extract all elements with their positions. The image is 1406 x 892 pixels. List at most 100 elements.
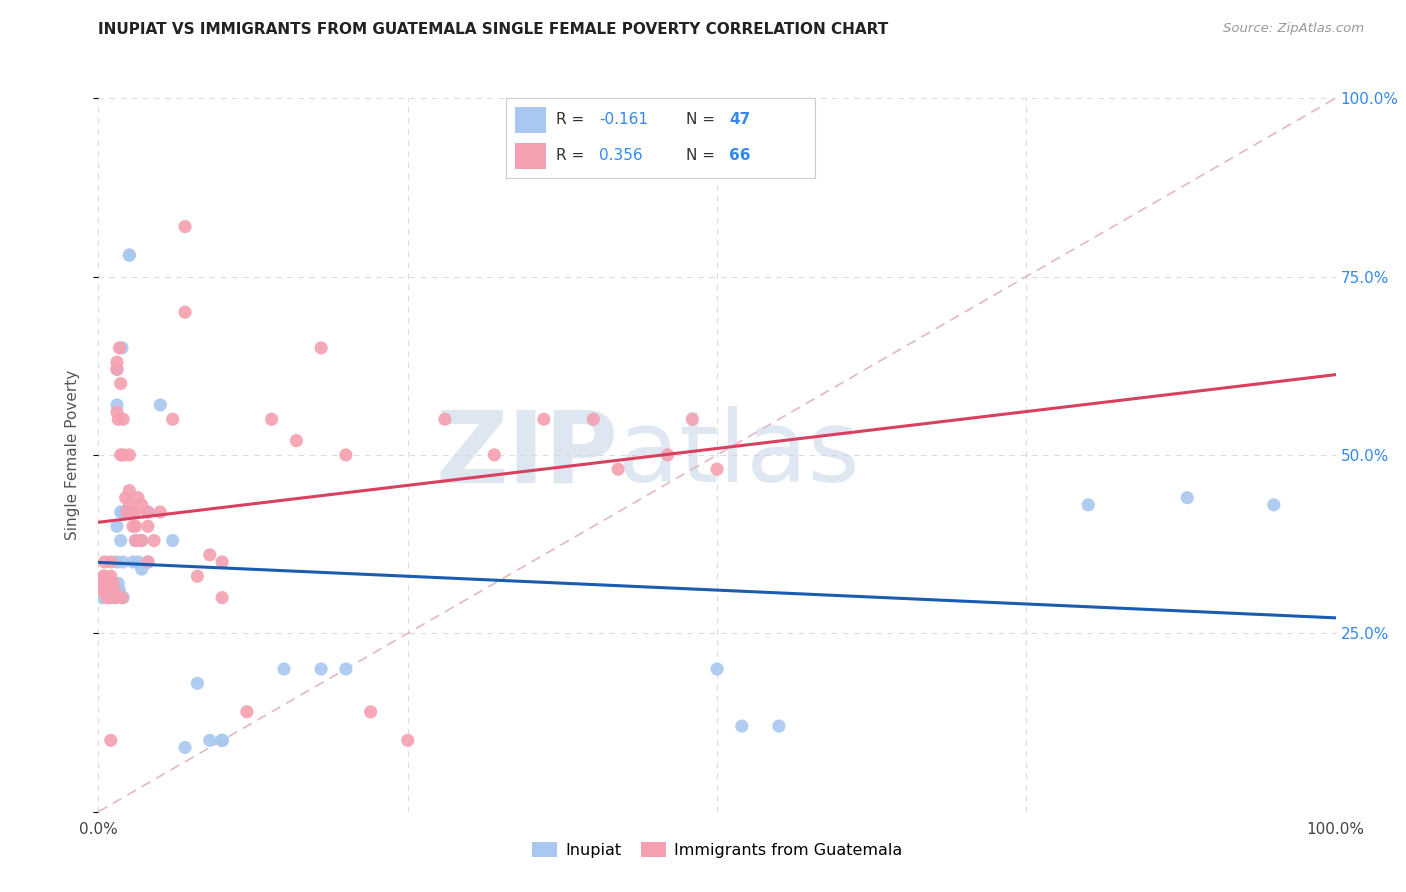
Point — [124, 533, 146, 548]
Point — [260, 412, 283, 426]
Point — [96, 576, 118, 591]
Point — [91, 591, 114, 605]
Point — [174, 305, 197, 319]
Point — [118, 248, 141, 262]
Point — [105, 362, 128, 376]
Point — [211, 733, 233, 747]
Point — [118, 483, 141, 498]
Point — [186, 569, 208, 583]
Point — [93, 555, 115, 569]
Point — [96, 591, 118, 605]
Point — [396, 733, 419, 747]
Point — [136, 555, 159, 569]
Point — [211, 555, 233, 569]
Point — [121, 505, 143, 519]
Point — [657, 448, 679, 462]
Point — [236, 705, 259, 719]
Point — [174, 740, 197, 755]
Point — [90, 576, 112, 591]
Point — [97, 583, 120, 598]
Point — [433, 412, 456, 426]
Point — [93, 569, 115, 583]
Point — [93, 576, 115, 591]
Point — [149, 398, 172, 412]
Point — [105, 362, 128, 376]
Point — [91, 583, 114, 598]
Point — [112, 555, 135, 569]
Point — [98, 591, 121, 605]
Text: 66: 66 — [728, 148, 751, 163]
Point — [484, 448, 506, 462]
Point — [198, 548, 221, 562]
Point — [112, 591, 135, 605]
Point — [103, 583, 125, 598]
Point — [118, 448, 141, 462]
Point — [111, 341, 134, 355]
FancyBboxPatch shape — [516, 143, 547, 169]
Point — [211, 591, 233, 605]
Text: 0.356: 0.356 — [599, 148, 643, 163]
Point — [607, 462, 630, 476]
Point — [162, 533, 184, 548]
Point — [110, 376, 132, 391]
Point — [107, 412, 129, 426]
Point — [127, 555, 149, 569]
Text: -0.161: -0.161 — [599, 112, 648, 128]
Point — [103, 583, 125, 598]
Point — [582, 412, 605, 426]
Point — [309, 662, 332, 676]
Point — [112, 448, 135, 462]
Point — [124, 533, 146, 548]
Point — [335, 662, 357, 676]
Point — [100, 555, 122, 569]
Point — [103, 591, 125, 605]
Text: ZIP: ZIP — [436, 407, 619, 503]
Point — [105, 555, 128, 569]
Point — [768, 719, 790, 733]
Point — [100, 576, 122, 591]
Point — [114, 491, 136, 505]
Point — [118, 498, 141, 512]
Point — [93, 569, 115, 583]
Text: atlas: atlas — [619, 407, 859, 503]
Point — [108, 583, 131, 598]
Point — [136, 505, 159, 519]
FancyBboxPatch shape — [516, 107, 547, 133]
Point — [211, 733, 233, 747]
Point — [108, 341, 131, 355]
Point — [1175, 491, 1198, 505]
Point — [98, 591, 121, 605]
Point — [162, 412, 184, 426]
Text: R =: R = — [555, 148, 589, 163]
Point — [105, 398, 128, 412]
Point — [103, 576, 125, 591]
Point — [124, 505, 146, 519]
Point — [122, 519, 145, 533]
Point — [100, 569, 122, 583]
Point — [731, 719, 754, 733]
Point — [285, 434, 308, 448]
Point — [681, 412, 703, 426]
Text: INUPIAT VS IMMIGRANTS FROM GUATEMALA SINGLE FEMALE POVERTY CORRELATION CHART: INUPIAT VS IMMIGRANTS FROM GUATEMALA SIN… — [98, 22, 889, 37]
Point — [110, 533, 132, 548]
Point — [97, 583, 120, 598]
Text: N =: N = — [686, 148, 720, 163]
Point — [127, 491, 149, 505]
Point — [105, 405, 128, 419]
Point — [112, 412, 135, 426]
Point — [105, 355, 128, 369]
Point — [131, 562, 153, 576]
Text: R =: R = — [555, 112, 589, 128]
Legend: Inupiat, Immigrants from Guatemala: Inupiat, Immigrants from Guatemala — [526, 836, 908, 864]
Text: Source: ZipAtlas.com: Source: ZipAtlas.com — [1223, 22, 1364, 36]
Point — [111, 591, 134, 605]
Point — [112, 505, 135, 519]
Point — [136, 519, 159, 533]
Point — [122, 555, 145, 569]
Point — [107, 576, 129, 591]
Point — [149, 505, 172, 519]
Point — [100, 591, 122, 605]
Point — [143, 533, 166, 548]
Point — [706, 662, 728, 676]
Point — [110, 505, 132, 519]
